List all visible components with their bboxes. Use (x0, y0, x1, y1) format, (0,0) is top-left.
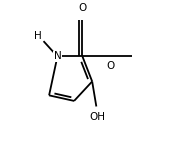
Text: O: O (78, 3, 87, 13)
Text: O: O (106, 61, 114, 71)
Text: N: N (54, 51, 61, 61)
Text: H: H (34, 31, 42, 41)
Text: OH: OH (90, 112, 106, 122)
